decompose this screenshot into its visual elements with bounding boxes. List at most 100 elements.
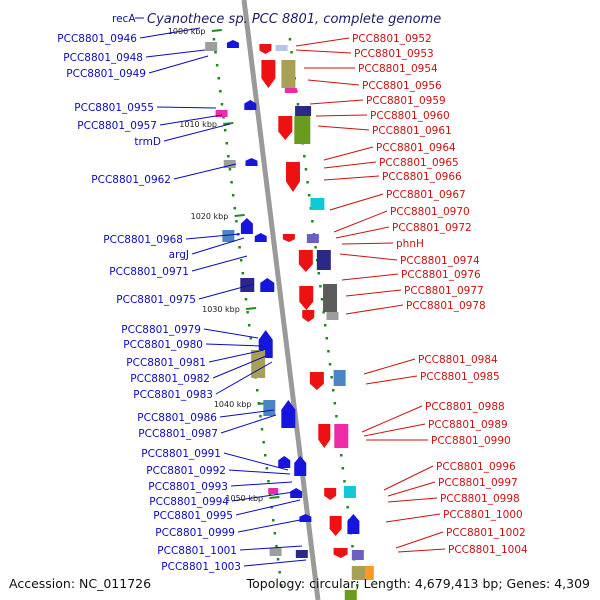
gene-label-left[interactable]: PCC8801_0949 xyxy=(66,68,146,80)
label-connector xyxy=(383,465,434,491)
gene-label-left[interactable]: PCC8801_0991 xyxy=(141,448,221,460)
gene-label-right[interactable]: PCC8801_0967 xyxy=(386,189,466,201)
gene-label-left[interactable]: PCC8801_0995 xyxy=(153,510,233,522)
gene-label-right[interactable]: PCC8801_0964 xyxy=(376,142,456,154)
gene-reverse xyxy=(302,310,315,322)
gene-label-left[interactable]: argJ xyxy=(169,249,189,261)
label-connector xyxy=(397,548,446,553)
gene-label-right[interactable]: PCC8801_0952 xyxy=(352,33,432,45)
gene-label-right[interactable]: PCC8801_1004 xyxy=(448,544,528,556)
scale-label: 1000 kbp xyxy=(168,27,206,36)
gene-block xyxy=(343,486,356,498)
gene-label-right[interactable]: PCC8801_0960 xyxy=(370,110,450,122)
track-dot xyxy=(325,337,329,340)
gene-label-left[interactable]: PCC8801_0971 xyxy=(109,266,189,278)
gene-label-reca[interactable]: recA xyxy=(112,13,136,25)
track-dot xyxy=(319,285,322,288)
gene-label-right[interactable]: PCC8801_0953 xyxy=(354,48,434,60)
track-dot xyxy=(288,38,292,41)
gene-label-right[interactable]: PCC8801_0990 xyxy=(431,435,511,447)
gene-label-left[interactable]: PCC8801_0968 xyxy=(103,234,183,246)
label-connector xyxy=(363,358,416,375)
track-dot xyxy=(263,454,267,457)
scale-tick xyxy=(211,29,222,32)
gene-label-right[interactable]: PCC8801_1002 xyxy=(446,527,526,539)
label-connector xyxy=(387,481,436,497)
label-connector xyxy=(203,328,259,339)
gene-reverse xyxy=(318,424,331,448)
gene-block xyxy=(275,45,288,51)
gene-label-right[interactable]: PCC8801_0970 xyxy=(390,206,470,218)
gene-label-left[interactable]: PCC8801_0986 xyxy=(137,412,217,424)
label-connector xyxy=(335,226,390,239)
gene-label-left[interactable]: PCC8801_0975 xyxy=(116,294,196,306)
track-dot xyxy=(356,584,359,587)
label-connector xyxy=(220,414,277,434)
track-dot xyxy=(220,103,224,106)
track-dot xyxy=(320,298,324,301)
gene-label-right[interactable]: PCC8801_0996 xyxy=(436,461,516,473)
gene-block xyxy=(306,234,319,243)
gene-label-left[interactable]: PCC8801_1003 xyxy=(161,561,241,573)
label-connector xyxy=(323,146,374,161)
gene-label-left[interactable]: PCC8801_0962 xyxy=(91,174,171,186)
track-dot xyxy=(331,389,335,392)
track-dot xyxy=(222,116,225,119)
gene-label-left[interactable]: PCC8801_0983 xyxy=(133,389,213,401)
label-connector xyxy=(219,409,275,418)
gene-label-right[interactable]: PCC8801_0972 xyxy=(392,222,472,234)
gene-label-left[interactable]: PCC8801_0982 xyxy=(130,373,210,385)
gene-label-left[interactable]: PCC8801_0981 xyxy=(126,357,206,369)
gene-label-right[interactable]: PCC8801_0961 xyxy=(372,125,452,137)
track-dot xyxy=(273,532,277,535)
gene-label-right[interactable]: PCC8801_0989 xyxy=(428,419,508,431)
gene-label-right[interactable]: PCC8801_0988 xyxy=(425,401,505,413)
gene-label-right[interactable]: PCC8801_0985 xyxy=(420,371,500,383)
track-dot xyxy=(239,259,243,262)
gene-block xyxy=(351,566,366,580)
gene-label-right[interactable]: PCC8801_0974 xyxy=(400,255,480,267)
gene-label-left[interactable]: PCC8801_0999 xyxy=(155,527,235,539)
label-connector xyxy=(205,343,263,347)
gene-label-right[interactable]: PCC8801_0959 xyxy=(366,95,446,107)
track-dot xyxy=(268,493,272,496)
track-dot xyxy=(276,558,280,561)
gene-label-left[interactable]: PCC8801_0987 xyxy=(138,428,218,440)
gene-label-left[interactable]: PCC8801_0957 xyxy=(77,120,157,132)
gene-label-left[interactable]: PCC8801_0992 xyxy=(146,465,226,477)
gene-label-right[interactable]: PCC8801_0978 xyxy=(406,300,486,312)
gene-label-left[interactable]: PCC8801_0993 xyxy=(148,481,228,493)
track-dot xyxy=(228,168,232,171)
track-dot xyxy=(335,415,338,418)
gene-label-left[interactable]: PCC8801_0980 xyxy=(123,339,203,351)
gene-label-right[interactable]: PCC8801_0954 xyxy=(358,63,438,75)
gene-label-left[interactable]: PCC8801_0955 xyxy=(74,102,154,114)
track-dot xyxy=(267,480,270,483)
label-connector xyxy=(159,114,223,126)
gene-label-left[interactable]: PCC8801_1001 xyxy=(157,545,237,557)
label-connector xyxy=(323,175,380,181)
gene-label-right[interactable]: PCC8801_0966 xyxy=(382,171,462,183)
track-dot xyxy=(259,415,262,418)
gene-label-right[interactable]: PCC8801_0965 xyxy=(379,157,459,169)
gene-label-left[interactable]: trmD xyxy=(134,136,161,148)
gene-label-right[interactable]: phnH xyxy=(396,238,424,250)
track-dot xyxy=(255,389,259,392)
gene-label-right[interactable]: PCC8801_0997 xyxy=(438,477,518,489)
track-dot xyxy=(351,545,354,548)
scale-tick xyxy=(246,307,257,310)
gene-label-right[interactable]: PCC8801_0956 xyxy=(362,80,442,92)
gene-label-left[interactable]: PCC8801_0946 xyxy=(57,33,137,45)
gene-block xyxy=(268,488,279,494)
gene-label-left[interactable]: PCC8801_0979 xyxy=(121,324,201,336)
gene-label-right[interactable]: PCC8801_0976 xyxy=(401,269,481,281)
gene-label-left[interactable]: PCC8801_0994 xyxy=(149,496,229,508)
scale-label: 1040 kbp xyxy=(214,400,252,409)
gene-label-right[interactable]: PCC8801_0998 xyxy=(440,493,520,505)
gene-label-right[interactable]: PCC8801_1000 xyxy=(443,509,523,521)
label-connector xyxy=(385,513,441,523)
gene-label-right[interactable]: PCC8801_0977 xyxy=(404,285,484,297)
gene-label-left[interactable]: PCC8801_0948 xyxy=(63,52,143,64)
gene-label-right[interactable]: PCC8801_0984 xyxy=(418,354,498,366)
